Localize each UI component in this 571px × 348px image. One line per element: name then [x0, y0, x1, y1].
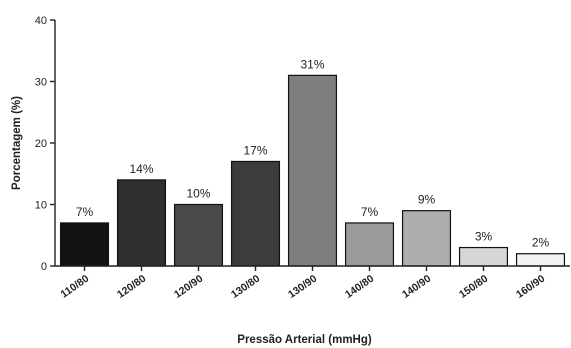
bar-120-90: [173, 203, 224, 267]
data-label-160-90: 2%: [532, 236, 550, 250]
data-label-130-90: 31%: [300, 57, 324, 71]
x-tick-label-110-80: 110/80: [58, 273, 91, 301]
bar-140-90: [401, 210, 452, 267]
bar-130-90: [287, 74, 338, 267]
x-tick-label-130-80: 130/80: [229, 273, 262, 301]
data-label-110-80: 7%: [76, 205, 94, 219]
bar-140-80: [344, 222, 395, 267]
x-ticks-layer: 110/80 120/80 120/90 130/80 130/90 140/80 140/…: [58, 266, 547, 301]
x-tick-label-120-80: 120/80: [115, 273, 148, 301]
bar-160-90: [515, 253, 566, 267]
bar-130-80: [230, 160, 281, 267]
x-tick-label-160-90: 160/90: [514, 273, 547, 301]
data-label-140-80: 7%: [361, 205, 379, 219]
y-tick-label-20: 20: [35, 138, 47, 150]
bar-110-80: [59, 222, 110, 267]
x-tick-label-120-90: 120/90: [172, 273, 205, 301]
y-tick-label-40: 40: [35, 15, 47, 27]
bar-150-80: [458, 246, 509, 267]
y-tick-label-10: 10: [35, 200, 47, 212]
bars-layer: [59, 74, 566, 267]
data-label-120-90: 10%: [186, 187, 210, 201]
x-axis-title: Pressão Arterial (mmHg): [237, 334, 372, 346]
x-tick-label-150-80: 150/80: [457, 273, 490, 301]
x-tick-label-140-90: 140/90: [400, 273, 433, 301]
bar-120-80: [116, 179, 167, 267]
y-tick-label-30: 30: [35, 77, 47, 89]
y-tick-label-0: 0: [41, 261, 47, 273]
x-tick-label-130-90: 130/90: [286, 273, 319, 301]
data-label-120-80: 14%: [129, 162, 153, 176]
data-labels-layer: 7% 14% 10% 17% 31% 7% 9% 3% 2%: [76, 57, 550, 249]
data-label-130-80: 17%: [243, 143, 267, 157]
data-label-140-90: 9%: [418, 193, 436, 207]
data-label-150-80: 3%: [475, 230, 493, 244]
y-ticks-layer: 0 10 20 30 40: [35, 15, 55, 273]
x-tick-label-140-80: 140/80: [343, 273, 376, 301]
y-axis-title: Porcentagem (%): [11, 96, 23, 190]
